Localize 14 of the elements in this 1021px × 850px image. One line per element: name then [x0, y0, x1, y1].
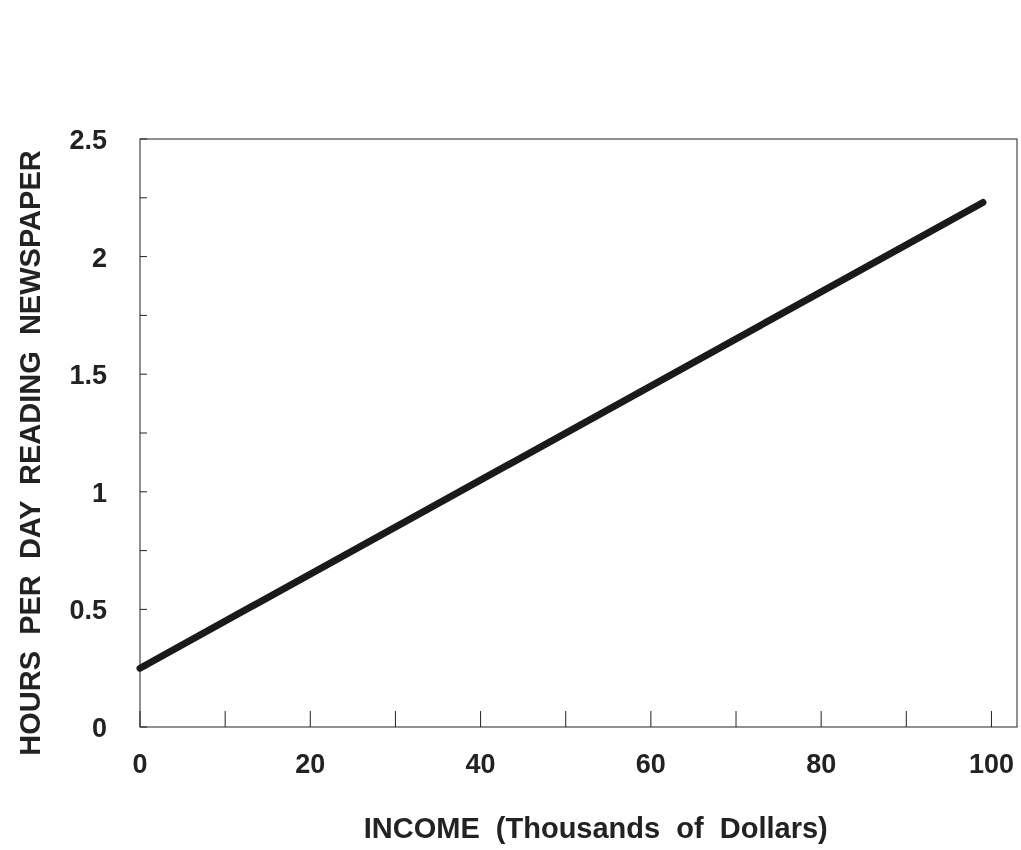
x-tick-label: 0 [132, 749, 148, 779]
x-axis-title: INCOME (Thousands of Dollars) [363, 812, 828, 844]
y-tick-label: 2.5 [69, 125, 107, 155]
y-tick-label: 0.5 [69, 595, 107, 626]
x-tick-label: 60 [635, 749, 666, 779]
y-axis-title: HOURS PER DAY READING NEWSPAPER [14, 150, 46, 756]
x-tick-label: 40 [465, 749, 496, 779]
x-tick-label: 20 [295, 749, 326, 779]
x-tick-label: 80 [806, 749, 837, 779]
y-tick-label: 1.5 [69, 360, 107, 391]
y-tick-label: 2 [91, 242, 107, 273]
y-tick-label: 0 [91, 713, 107, 743]
y-tick-label: 1 [91, 477, 107, 508]
x-tick-label: 100 [968, 749, 1014, 779]
